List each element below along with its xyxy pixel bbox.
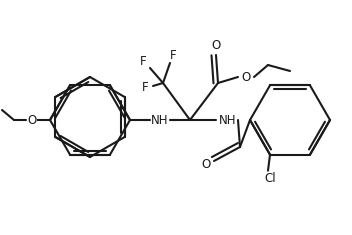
Text: O: O	[201, 158, 210, 172]
Text: NH: NH	[219, 114, 237, 126]
Text: F: F	[142, 81, 148, 94]
Text: NH: NH	[151, 114, 169, 126]
Text: F: F	[170, 48, 176, 62]
Text: F: F	[140, 55, 146, 67]
Text: Cl: Cl	[264, 172, 276, 185]
Text: O: O	[27, 114, 37, 126]
Text: O: O	[241, 70, 251, 83]
Text: O: O	[211, 39, 221, 51]
